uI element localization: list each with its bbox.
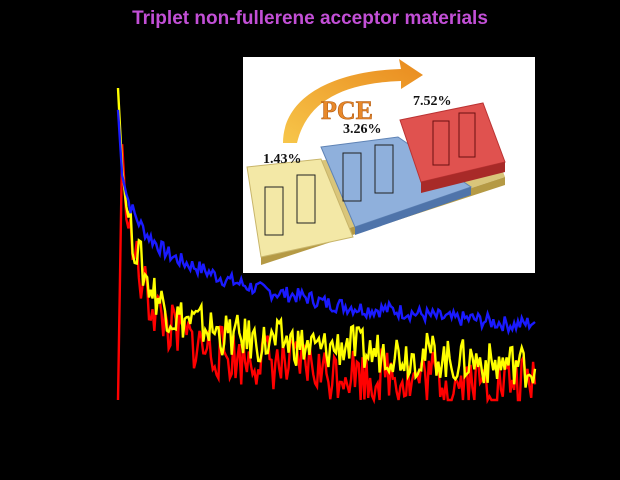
series-line-blue (116, 109, 536, 336)
pce-value-1: 1.43% (263, 152, 302, 167)
molecule-icons (264, 112, 476, 236)
pce-value-3: 7.52% (413, 94, 452, 109)
pce-steps-illustration: PCE 1.43% 3.26% 7.52% (246, 59, 506, 265)
series-line-yellow (116, 87, 537, 388)
increase-arrow-icon (283, 59, 423, 143)
step-1-slab (246, 158, 354, 258)
figure-title: Triplet non-fullerene acceptor materials (132, 8, 488, 29)
pce-inset-image: PCE 1.43% 3.26% 7.52% (243, 57, 535, 273)
pce-value-2: 3.26% (343, 122, 382, 137)
pce-label: PCE (321, 96, 373, 125)
